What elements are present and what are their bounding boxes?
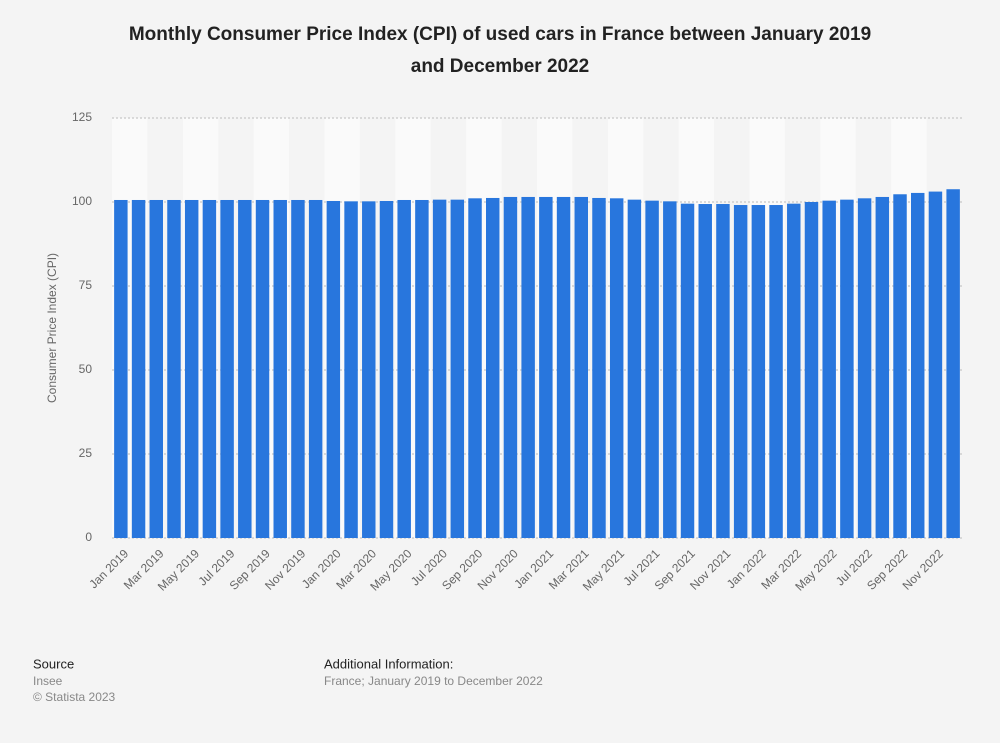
bar — [804, 202, 819, 538]
y-tick-label: 75 — [79, 278, 93, 292]
bar — [911, 192, 925, 539]
bar — [680, 203, 695, 538]
bar — [857, 198, 872, 538]
bar — [379, 200, 394, 538]
bar — [362, 201, 376, 538]
bar — [308, 199, 323, 538]
source-heading: Source — [33, 656, 74, 671]
bar — [928, 191, 943, 539]
bar — [432, 199, 447, 538]
bar — [609, 198, 624, 538]
bar — [273, 199, 287, 538]
copyright: © Statista 2023 — [33, 690, 116, 704]
bar — [486, 197, 500, 538]
bar — [787, 203, 801, 538]
bar — [238, 199, 252, 538]
bar — [131, 199, 146, 538]
bar — [167, 199, 181, 538]
bar — [946, 189, 960, 538]
bar — [397, 199, 411, 538]
y-tick-label: 0 — [85, 530, 92, 544]
bar — [220, 199, 234, 538]
y-axis-label: Consumer Price Index (CPI) — [45, 253, 59, 403]
bar — [149, 199, 163, 538]
bar — [521, 196, 535, 538]
bar — [733, 205, 748, 539]
bar — [574, 196, 588, 538]
bar — [556, 196, 571, 538]
bar — [202, 199, 217, 538]
source: Insee — [33, 674, 63, 688]
bar — [539, 196, 553, 538]
bar — [698, 204, 712, 539]
y-tick-label: 25 — [79, 446, 93, 460]
bar — [840, 199, 854, 538]
bar — [468, 198, 482, 538]
y-tick-label: 50 — [79, 362, 93, 376]
info-heading: Additional Information: — [324, 656, 453, 671]
bar — [344, 201, 358, 538]
bar — [415, 199, 429, 538]
bar — [255, 199, 270, 538]
bar — [769, 205, 783, 539]
bar — [291, 199, 305, 538]
bar — [184, 199, 199, 538]
bar — [592, 197, 606, 538]
bar — [503, 196, 518, 538]
bar — [326, 200, 341, 538]
bar — [114, 199, 128, 538]
bar — [450, 199, 465, 538]
bar — [645, 200, 659, 538]
bar — [663, 201, 677, 538]
bar — [751, 205, 766, 539]
chart-title: Monthly Consumer Price Index (CPI) of us… — [129, 24, 871, 45]
bar — [875, 196, 890, 538]
bar — [716, 204, 730, 539]
chart-title: and December 2022 — [411, 56, 590, 77]
bar — [627, 199, 642, 538]
y-tick-label: 100 — [72, 194, 92, 208]
y-tick-label: 125 — [72, 110, 92, 124]
info: France; January 2019 to December 2022 — [324, 674, 543, 688]
bar — [822, 200, 836, 538]
bar — [893, 194, 907, 538]
